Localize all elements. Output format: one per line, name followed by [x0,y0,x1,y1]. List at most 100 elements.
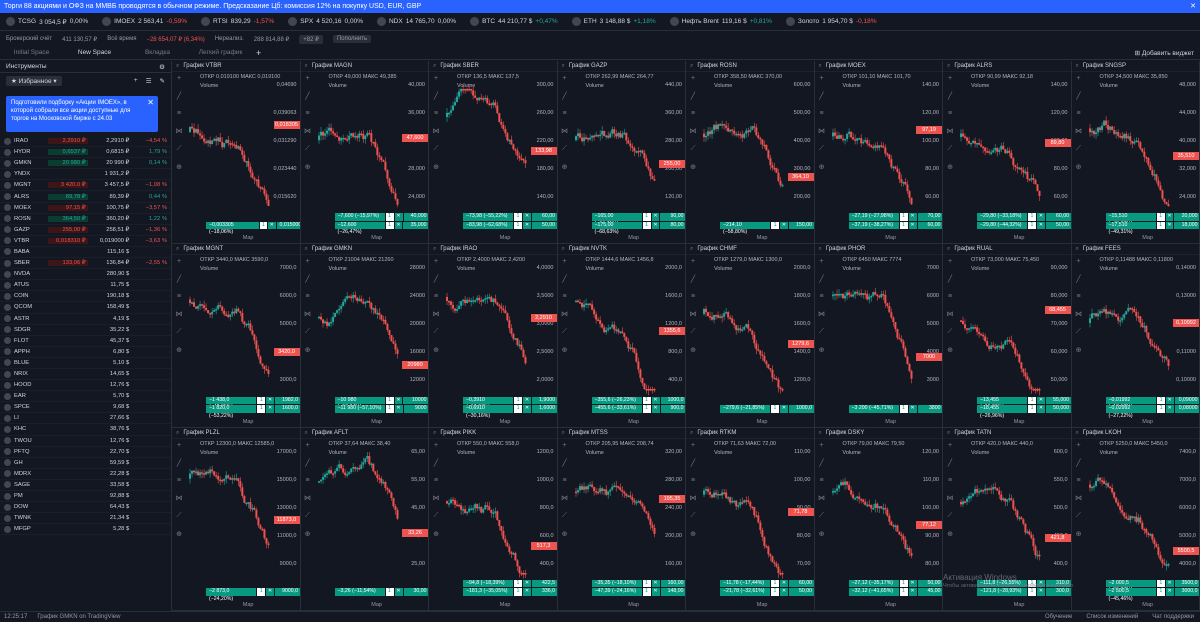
list-item[interactable]: PM 92,88 $ [0,491,171,503]
ruler-icon[interactable]: ⟋ [819,511,824,519]
order-line[interactable]: −83,98 (−62,68%) 1 ✕ 50,00 [463,221,557,230]
order-line[interactable]: −37,19 (−38,27%) 1 ✕ 60,00 [848,221,943,230]
ruler-icon[interactable]: ⟋ [819,328,824,336]
chart-widget[interactable]: ⌕ График ALRS + ╱ ≡ ⋈ ⟋ ⊕ ОТКР 90,99 МАКС 92,18 V… [943,61,1072,245]
list-item[interactable]: COIN 190,18 $ [0,291,171,303]
crosshair-icon[interactable]: + [433,258,439,266]
zoom-icon[interactable]: ⊕ [690,164,696,171]
order-line[interactable]: −27,12 (−35,17%) 1 ✕ 50,00 [848,579,943,588]
ticker-item[interactable]: Золото 1 954,70 $ -0,18% [780,17,885,26]
search-icon[interactable]: ⌕ [561,246,565,253]
fib-icon[interactable]: ≡ [305,476,310,484]
order-close-icon[interactable]: ✕ [780,405,788,413]
order-close-icon[interactable]: ✕ [651,588,660,596]
order-line[interactable]: −0,02992 (−27,22%) 1 ✕ 0,08000 [1105,405,1200,419]
list-item[interactable]: FLOT 45,37 $ [0,336,171,347]
chart-widget[interactable]: ⌕ График PHOR + ╱ ≡ ⋈ ⟋ ⊕ ОТКР 6450 МАКС 7774 Vol… [814,244,943,428]
trendline-icon[interactable]: ╱ [305,276,310,284]
crosshair-icon[interactable]: + [947,441,953,449]
pattern-icon[interactable]: ⋈ [304,311,311,319]
favorites-dropdown[interactable]: ★ Избранное ▾ [6,76,62,86]
crosshair-icon[interactable]: + [176,441,182,449]
order-close-icon[interactable]: ✕ [266,588,275,596]
fib-icon[interactable]: ≡ [176,476,182,484]
order-close-icon[interactable]: ✕ [394,213,403,221]
pattern-icon[interactable]: ⋈ [561,311,568,319]
ruler-icon[interactable]: ⟋ [433,328,439,336]
chart-widget[interactable]: ⌕ График PLZL + ╱ ≡ ⋈ ⟋ ⊕ ОТКР 12300,0 МАКС 1258… [172,427,301,611]
ruler-icon[interactable]: ⟋ [947,511,953,519]
ruler-icon[interactable]: ⟋ [305,145,310,152]
order-line[interactable]: −279,6 (−21,85%) 1 ✕ 1000,0 [720,405,814,413]
pattern-icon[interactable]: ⋈ [946,128,954,135]
list-item[interactable]: SBER 133,06 ₽136,84 ₽ −2,55 % [0,258,171,270]
fib-icon[interactable]: ≡ [562,110,567,117]
search-icon[interactable]: ⌕ [947,246,951,253]
zoom-icon[interactable]: ⊕ [1075,530,1082,538]
ticker-item[interactable]: SPX 4 520,16 0,00% [282,17,371,26]
order-line[interactable]: −29,80 (−33,18%) 1 ✕ 60,00 [977,213,1071,221]
crosshair-icon[interactable]: + [819,441,824,449]
trendline-icon[interactable]: ╱ [819,93,824,100]
order-line[interactable]: −18,455 (−26,96%) 1 ✕ 50,000 [977,405,1071,419]
search-icon[interactable]: ⌕ [1075,246,1079,253]
order-line[interactable]: −17,510 (−49,31%) 1 ✕ 18,000 [1105,221,1200,235]
list-item[interactable]: BLUE 5,10 $ [0,358,171,369]
trendline-icon[interactable]: ╱ [947,276,953,284]
trendline-icon[interactable]: ╱ [690,93,696,100]
tradingview-link[interactable]: График GMKN on TradingView [37,614,121,620]
order-close-icon[interactable]: ✕ [1037,221,1045,230]
zoom-icon[interactable]: ⊕ [818,347,825,355]
fib-icon[interactable]: ≡ [690,110,696,117]
order-line[interactable]: −32,12 (−41,65%) 1 ✕ 45,00 [848,588,943,596]
chart-widget[interactable]: ⌕ График TATN + ╱ ≡ ⋈ ⟋ ⊕ ОТКР 420,0 МАКС 440,0 V… [943,427,1072,611]
chart-widget[interactable]: ⌕ График RUAL + ╱ ≡ ⋈ ⟋ ⊕ ОТКР 73,000 МАКС 75,45… [943,244,1072,428]
trendline-icon[interactable]: ╱ [819,276,824,284]
chart-widget[interactable]: ⌕ График GAZP + ╱ ≡ ⋈ ⟋ ⊕ ОТКР 262,99 МАКС 264,7… [557,61,686,245]
trendline-icon[interactable]: ╱ [1076,276,1081,284]
tab-light-chart[interactable]: Легкий график [198,49,243,56]
list-item[interactable]: GAZP 255,00 ₽258,51 ₽ −1,36 % [0,225,171,236]
search-icon[interactable]: ⌕ [1075,63,1079,69]
trendline-icon[interactable]: ╱ [819,459,824,467]
crosshair-icon[interactable]: + [690,258,696,266]
order-line[interactable]: −121,8 (−28,93%) 1 ✕ 300,0 [977,588,1071,596]
order-line[interactable]: −29,80 (−44,32%) 1 ✕ 50,00 [977,221,1071,230]
chart-widget[interactable]: ⌕ График MGNT + ╱ ≡ ⋈ ⟋ ⊕ ОТКР 3440,0 МАКС 3590,… [172,244,301,428]
fib-icon[interactable]: ≡ [690,293,696,301]
ruler-icon[interactable]: ⟋ [562,145,567,152]
ticker-item[interactable]: TCSG 3 054,5 ₽0,00% [0,17,96,26]
search-icon[interactable]: ⌕ [304,429,308,436]
list-item[interactable]: IRAO 2,2910 ₽2,2910 ₽ −4,54 % [0,136,171,148]
ticker-item[interactable]: ETH 3 148,88 $ +1,18% [566,17,664,26]
order-line[interactable]: −0,6910 (−30,16%) 1 ✕ 1,6000 [463,405,557,419]
crosshair-icon[interactable]: + [1076,258,1081,266]
list-item[interactable]: LI 27,66 $ [0,413,171,425]
search-icon[interactable]: ⌕ [433,246,437,253]
order-close-icon[interactable]: ✕ [394,221,403,230]
order-line[interactable]: −455,6 (−33,61%) 1 ✕ 900,0 [591,405,686,413]
order-line[interactable]: −11 980 (−57,10%) 1 ✕ 9000 [334,405,429,413]
pattern-icon[interactable]: ⋈ [175,494,183,502]
zoom-icon[interactable]: ⊕ [690,530,696,538]
list-item[interactable]: ALRS 89,78 ₽89,39 ₽0,44 % [0,191,171,203]
order-close-icon[interactable]: ✕ [908,405,917,413]
zoom-icon[interactable]: ⊕ [818,164,825,171]
order-close-icon[interactable]: ✕ [1037,588,1045,596]
order-close-icon[interactable]: ✕ [523,221,531,230]
order-close-icon[interactable]: ✕ [651,221,660,230]
order-line[interactable]: −2 500,5 (−45,46%) 1 ✕ 3000,0 [1105,588,1200,602]
ruler-icon[interactable]: ⟋ [176,328,182,336]
list-item[interactable]: YNDX 1 931,2 ₽ [0,169,171,181]
crosshair-icon[interactable]: + [690,441,696,449]
pattern-icon[interactable]: ⋈ [561,494,568,502]
zoom-icon[interactable]: ⊕ [818,530,825,538]
ruler-icon[interactable]: ⟋ [176,145,182,152]
chart-widget[interactable]: ⌕ График AFLT + ╱ ≡ ⋈ ⟋ ⊕ ОТКР 37,64 МАКС 38,40 V… [300,427,429,611]
crosshair-icon[interactable]: + [305,441,310,449]
trendline-icon[interactable]: ╱ [562,276,567,284]
list-item[interactable]: NRIX 14,65 $ [0,369,171,381]
order-close-icon[interactable]: ✕ [651,579,660,588]
chart-widget[interactable]: ⌕ График PIKK + ╱ ≡ ⋈ ⟋ ⊕ ОТКР 550,0 МАКС 558,0 V… [429,427,558,611]
order-close-icon[interactable]: ✕ [1165,396,1174,405]
